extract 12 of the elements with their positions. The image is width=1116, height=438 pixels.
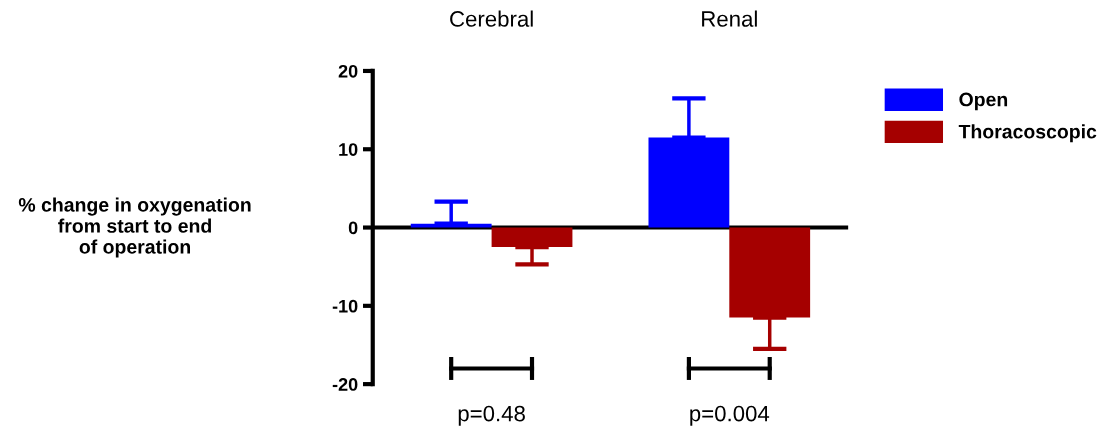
y-axis-title: % change in oxygenation from start to end of operation bbox=[18, 197, 251, 258]
y-tick-label: 20 bbox=[338, 64, 358, 78]
y-tick-label: 0 bbox=[348, 221, 358, 235]
legend-label: Open bbox=[959, 92, 1008, 111]
y-tick-label: -10 bbox=[332, 299, 358, 313]
x-tick-label: Renal bbox=[702, 10, 757, 27]
legend-label: Thoracoscopic bbox=[958, 124, 1097, 143]
y-tick-label: -20 bbox=[332, 378, 358, 391]
text: p=0.004 bbox=[690, 405, 770, 426]
y-tick-label: 10 bbox=[339, 143, 358, 156]
text: p=0.48 bbox=[458, 405, 525, 426]
x-tick-label: Cerebral bbox=[450, 10, 533, 27]
